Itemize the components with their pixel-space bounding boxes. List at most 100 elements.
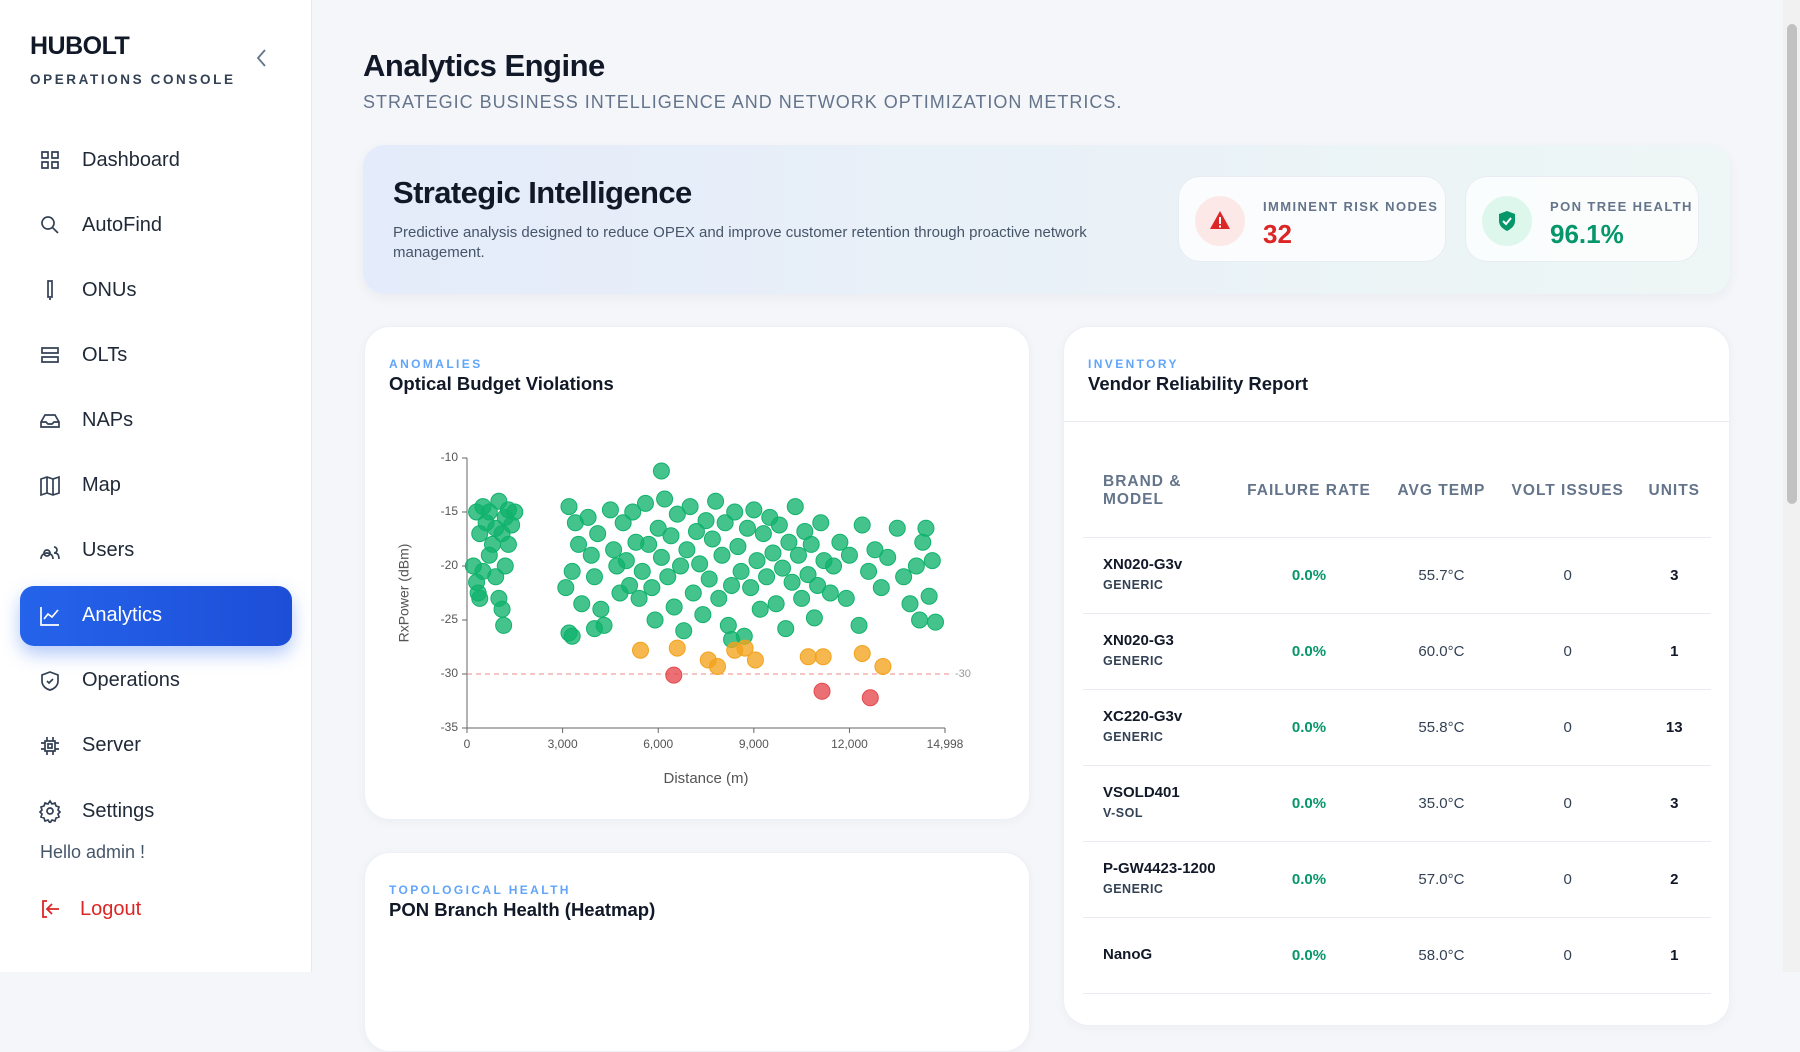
scatter-point bbox=[802, 535, 820, 553]
x-tick-label: 6,000 bbox=[643, 737, 673, 751]
column-header: VOLT ISSUES bbox=[1497, 445, 1638, 538]
nav-item[interactable]: NAPs bbox=[20, 390, 292, 450]
avg-temp: 55.8°C bbox=[1384, 689, 1498, 766]
nav-item[interactable]: Dashboard bbox=[20, 130, 292, 190]
volt-issues: 0 bbox=[1497, 765, 1638, 842]
banner-description: Predictive analysis designed to reduce O… bbox=[393, 224, 1087, 261]
nav-item[interactable]: Analytics bbox=[20, 585, 292, 646]
scatter-point bbox=[748, 552, 766, 570]
greeting: Hello admin ! bbox=[40, 842, 146, 862]
model: XN020-G3 bbox=[1103, 632, 1174, 649]
scatter-point bbox=[493, 600, 511, 618]
vendor: V-SOL bbox=[1103, 806, 1144, 820]
main: Analytics Engine STRATEGIC BUSINESS INTE… bbox=[313, 0, 1783, 1052]
nav-item[interactable]: Settings bbox=[20, 781, 292, 841]
scatter-point bbox=[799, 566, 817, 584]
x-axis-label: Distance (m) bbox=[663, 770, 748, 787]
units: 2 bbox=[1637, 841, 1711, 918]
scatter-point bbox=[585, 568, 603, 586]
scatter-point bbox=[853, 644, 871, 662]
nav-item[interactable]: ONUs bbox=[20, 260, 292, 320]
icon-path bbox=[41, 216, 59, 234]
table-row: NanoG 0.0% 58.0°C 0 1 bbox=[1083, 917, 1711, 994]
nav-label: NAPs bbox=[82, 408, 134, 431]
scatter-point bbox=[684, 584, 702, 602]
card-title: Vendor Reliability Report bbox=[1088, 373, 1308, 394]
scatter-point bbox=[687, 522, 705, 540]
scatter-point bbox=[861, 689, 879, 707]
scatter-point bbox=[789, 546, 807, 564]
model: XN020-G3v bbox=[1103, 556, 1183, 573]
nav-item[interactable]: AutoFind bbox=[20, 195, 292, 255]
logout-label: Logout bbox=[80, 897, 142, 920]
scatter-point bbox=[697, 512, 715, 530]
vendor-table: BRAND & MODEL FAILURE RATE AVG TEMP VOLT IS… bbox=[1083, 445, 1711, 994]
avg-temp: 58.0°C bbox=[1384, 917, 1498, 994]
scatter-point bbox=[850, 616, 868, 634]
nav-label: Users bbox=[82, 539, 135, 562]
vendor: GENERIC bbox=[1103, 882, 1164, 896]
table-row: XN020-G3 GENERIC 0.0% 60.0°C 0 1 bbox=[1083, 613, 1711, 690]
scatter-point bbox=[920, 587, 938, 605]
scatter-point bbox=[643, 579, 661, 597]
threshold-label: -30 bbox=[955, 668, 971, 680]
nav-item[interactable]: OLTs bbox=[20, 325, 292, 385]
scatter-point bbox=[630, 589, 648, 607]
scatter-point bbox=[917, 519, 935, 537]
scatter-point bbox=[907, 557, 925, 575]
scatter-point bbox=[605, 541, 623, 559]
column-header: UNITS bbox=[1637, 445, 1711, 538]
table-row: P-GW4423-1200 GENERIC 0.0% 57.0°C 0 2 bbox=[1083, 841, 1711, 918]
nav-icon bbox=[41, 347, 59, 364]
model: NanoG bbox=[1103, 946, 1153, 963]
units: 1 bbox=[1637, 917, 1711, 994]
logout[interactable]: Logout bbox=[38, 897, 141, 921]
units: 1 bbox=[1637, 613, 1711, 690]
column-header: BRAND & MODEL bbox=[1083, 445, 1233, 538]
logout-icon bbox=[42, 900, 59, 918]
nav-icon bbox=[38, 799, 62, 823]
scatter-point bbox=[681, 498, 699, 516]
nav-item[interactable]: Users bbox=[20, 521, 292, 581]
scatter-point bbox=[783, 573, 801, 591]
scatter-point bbox=[480, 503, 498, 521]
scatter-point bbox=[573, 595, 591, 613]
brand-cell: VSOLD401 V-SOL bbox=[1083, 765, 1233, 842]
divider bbox=[1064, 421, 1729, 422]
nav-item[interactable]: Map bbox=[20, 456, 292, 516]
banner: Strategic Intelligence Predictive analys… bbox=[363, 145, 1730, 294]
collapse-button[interactable] bbox=[254, 48, 270, 68]
scrollbar[interactable] bbox=[1783, 0, 1800, 972]
scroll-thumb[interactable] bbox=[1787, 24, 1797, 504]
kpi-card: IMMINENT RISK NODES 32 bbox=[1178, 176, 1446, 262]
scatter-point bbox=[813, 682, 831, 700]
failure-rate: 0.0% bbox=[1233, 613, 1385, 690]
nav-icon bbox=[40, 545, 60, 559]
icon-path bbox=[41, 151, 59, 169]
scatter-point bbox=[560, 498, 578, 516]
scatter-point bbox=[866, 541, 884, 559]
vendor: GENERIC bbox=[1103, 654, 1164, 668]
scatter-point bbox=[621, 576, 639, 594]
failure-rate: 0.0% bbox=[1233, 689, 1385, 766]
scatter-point bbox=[614, 514, 632, 532]
scatter-point bbox=[716, 514, 734, 532]
scatter-point bbox=[656, 490, 674, 508]
scatter-point bbox=[745, 501, 763, 519]
nav-item[interactable]: Operations bbox=[20, 651, 292, 711]
scatter-point bbox=[662, 527, 680, 545]
scatter-point bbox=[805, 609, 823, 627]
scatter-point bbox=[563, 562, 581, 580]
scatter-point bbox=[496, 557, 514, 575]
x-tick-label: 3,000 bbox=[548, 737, 578, 751]
page-subtitle: STRATEGIC BUSINESS INTELLIGENCE AND NETW… bbox=[363, 92, 1123, 112]
scatter-point bbox=[652, 548, 670, 566]
scatter-point bbox=[895, 568, 913, 586]
units: 3 bbox=[1637, 765, 1711, 842]
table-row: XN020-G3v GENERIC 0.0% 55.7°C 0 3 bbox=[1083, 537, 1711, 614]
icon-path bbox=[41, 670, 59, 691]
scatter-point bbox=[879, 548, 897, 566]
scatter-point bbox=[636, 494, 654, 512]
nav-item[interactable]: Server bbox=[20, 716, 292, 776]
nav-label: Operations bbox=[82, 669, 180, 692]
